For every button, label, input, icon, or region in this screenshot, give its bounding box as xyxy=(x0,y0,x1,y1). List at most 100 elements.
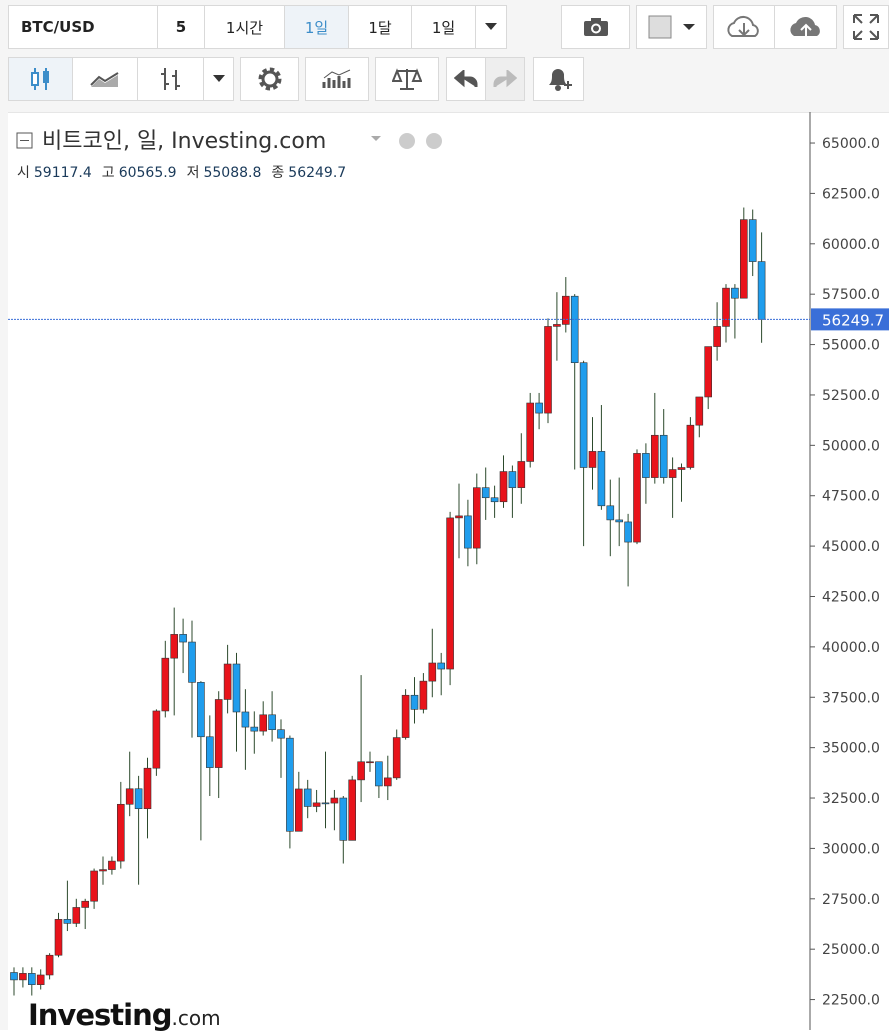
y-tick-label: 45000.0 xyxy=(822,539,880,555)
interval-button[interactable]: 1일 xyxy=(411,5,476,49)
y-tick-label: 22500.0 xyxy=(822,993,880,1009)
cloud-up-icon xyxy=(789,16,820,36)
gear-icon xyxy=(258,67,281,91)
candle-body xyxy=(419,680,428,710)
candle-body xyxy=(544,326,552,414)
y-tick-label: 42500.0 xyxy=(822,589,880,605)
indicators-button[interactable] xyxy=(305,57,369,101)
candle-body xyxy=(464,515,472,549)
candle-body xyxy=(570,295,579,364)
candle-body xyxy=(206,736,214,768)
candle-body xyxy=(348,779,357,841)
candle-body xyxy=(472,487,481,549)
settings-button[interactable] xyxy=(240,57,299,101)
legend-caret[interactable] xyxy=(371,136,381,141)
candle-body xyxy=(686,424,695,468)
interval-button[interactable]: 1일 xyxy=(284,5,349,49)
candle-body xyxy=(677,467,686,470)
candle-body xyxy=(312,802,321,807)
compare-button[interactable] xyxy=(375,57,439,101)
candle-body xyxy=(303,788,312,807)
save-button[interactable] xyxy=(774,5,837,49)
legend: 비트코인, 일, Investing.com 시 59117.4 고 60565.9 저… xyxy=(16,129,442,181)
candle-body xyxy=(10,972,18,981)
interval-button[interactable]: 5 xyxy=(157,5,205,49)
candle-body xyxy=(508,471,517,488)
eye-icon[interactable] xyxy=(399,133,415,149)
candle-body xyxy=(731,287,739,299)
candle-body xyxy=(27,973,36,985)
redo-button[interactable] xyxy=(485,57,525,101)
candle-body xyxy=(294,788,303,832)
candle-body xyxy=(624,521,632,543)
undo-button[interactable] xyxy=(446,57,486,101)
y-tick-label: 32500.0 xyxy=(822,791,880,807)
candle-body xyxy=(357,761,365,781)
interval-button[interactable]: 1시간 xyxy=(204,5,285,49)
candle-body xyxy=(704,346,713,398)
y-tick-label: 62500.0 xyxy=(822,186,880,202)
y-tick-label: 35000.0 xyxy=(822,741,880,757)
y-tick-label: 57500.0 xyxy=(822,287,880,303)
ohlc-label: 시 xyxy=(17,165,30,181)
type-dropdown[interactable] xyxy=(203,57,234,101)
gear-icon[interactable] xyxy=(426,133,442,149)
bar-type-button[interactable] xyxy=(137,57,204,101)
alert-button[interactable] xyxy=(533,57,584,101)
candle-body xyxy=(81,900,89,908)
y-tick-label: 27500.0 xyxy=(822,892,880,908)
color-button[interactable] xyxy=(636,5,707,49)
candle-body xyxy=(659,434,668,478)
candle-body xyxy=(668,469,677,478)
symbol-input[interactable]: BTC/USD xyxy=(8,5,158,49)
interval-button[interactable]: 1달 xyxy=(348,5,412,49)
candle-body xyxy=(410,694,419,710)
candle-body xyxy=(330,797,339,804)
interval-dropdown[interactable] xyxy=(475,5,507,49)
candle-body xyxy=(383,777,392,787)
candle-body xyxy=(36,974,45,985)
y-tick-label: 65000.0 xyxy=(822,136,880,152)
candle-body xyxy=(579,362,588,468)
color-icon xyxy=(648,15,695,39)
candle-body xyxy=(597,451,606,507)
candle-body xyxy=(45,954,54,976)
candle-body xyxy=(401,694,410,738)
candle-body xyxy=(321,802,330,805)
candle-body xyxy=(170,634,178,659)
y-tick-label: 47500.0 xyxy=(822,489,880,505)
screenshot-button[interactable] xyxy=(561,5,630,49)
collapse-icon[interactable] xyxy=(16,132,33,149)
candle-body xyxy=(108,860,116,870)
load-button[interactable] xyxy=(713,5,775,49)
candle-body xyxy=(152,710,161,769)
ohlc-value: 55088.8 xyxy=(203,165,261,181)
bell-icon xyxy=(548,69,572,91)
candle-body xyxy=(642,453,650,478)
candle-body xyxy=(588,451,597,468)
candle-body xyxy=(134,788,143,810)
candle-body xyxy=(481,487,490,499)
candle-body xyxy=(375,761,383,787)
candle-type-button[interactable] xyxy=(8,57,73,101)
caret-icon xyxy=(212,75,225,82)
line-icon xyxy=(90,72,119,87)
candle-body xyxy=(535,402,543,414)
ohlc-value: 59117.4 xyxy=(34,165,92,181)
candle-body xyxy=(214,699,223,768)
last-price-label: 56249.7 xyxy=(822,311,884,329)
line-type-button[interactable] xyxy=(72,57,138,101)
fullscreen-button[interactable] xyxy=(843,5,889,49)
candle-body xyxy=(526,402,535,462)
ohlc-readout: 시 59117.4 고 60565.9 저 55088.8 종 56249.7 xyxy=(17,165,346,181)
candle-body xyxy=(446,517,454,670)
indicator-icon xyxy=(322,69,351,88)
camera-icon xyxy=(583,18,608,36)
candle-body xyxy=(232,663,241,713)
candle-body xyxy=(455,515,463,519)
candle-body xyxy=(428,662,437,682)
y-tick-label: 25000.0 xyxy=(822,942,880,958)
candle-body xyxy=(739,219,748,299)
logo: Investing.com xyxy=(28,998,221,1032)
ohlc-icon xyxy=(160,68,180,90)
